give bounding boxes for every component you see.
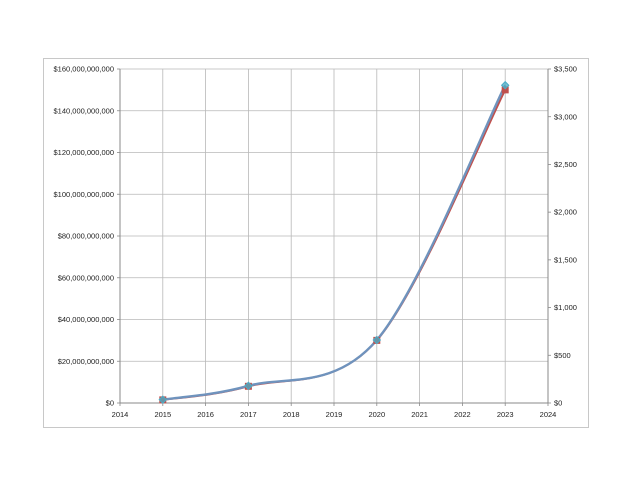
left-tick-label: $160,000,000,000 [54, 65, 114, 74]
right-tick-label: $3,500 [554, 65, 577, 74]
series-2-point [244, 381, 253, 391]
x-axis-tick-labels: 2014 2015 2016 2017 2018 2019 2020 2021 2022 2023… [112, 410, 557, 419]
x-tick-label: 2016 [197, 410, 214, 419]
series-2-point [500, 80, 510, 90]
x-tick-label: 2014 [112, 410, 129, 419]
left-tick-label: $60,000,000,000 [58, 273, 114, 282]
series-2-line [162, 84, 507, 401]
left-axis-tick-labels: $0 $20,000,000,000 $40,000,000,000 $60,000,… [54, 65, 114, 408]
right-tick-label: $500 [554, 351, 571, 360]
right-tick-label: $1,000 [554, 303, 577, 312]
x-tick-label: 2017 [240, 410, 257, 419]
left-tick-label: $120,000,000,000 [54, 148, 114, 157]
x-tick-label: 2024 [540, 410, 557, 419]
axes [117, 68, 551, 406]
right-tick-label: $2,500 [554, 160, 577, 169]
right-tick-label: $1,500 [554, 255, 577, 264]
left-tick-label: $20,000,000,000 [58, 357, 114, 366]
x-tick-label: 2020 [368, 410, 385, 419]
series-layer [158, 80, 510, 404]
x-tick-label: 2023 [497, 410, 514, 419]
right-tick-label: $2,000 [554, 208, 577, 217]
left-tick-label: $40,000,000,000 [58, 315, 114, 324]
chart-svg: $0 $20,000,000,000 $40,000,000,000 $60,000,… [54, 65, 577, 419]
x-tick-label: 2019 [326, 410, 343, 419]
left-tick-label: $0 [106, 399, 114, 408]
right-tick-label: $0 [554, 399, 562, 408]
series-2-point [158, 395, 168, 404]
chart-frame: $0 $20,000,000,000 $40,000,000,000 $60,000,… [43, 58, 589, 428]
series-2-point [372, 335, 382, 345]
x-tick-label: 2018 [283, 410, 300, 419]
right-axis-tick-labels: $0 $500 $1,000 $1,500 $2,000 $2,500 $3,000 $3,5… [554, 65, 577, 408]
left-tick-label: $100,000,000,000 [54, 190, 114, 199]
left-tick-label: $80,000,000,000 [58, 232, 114, 241]
left-tick-label: $140,000,000,000 [54, 106, 114, 115]
x-tick-label: 2015 [154, 410, 171, 419]
right-tick-label: $3,000 [554, 112, 577, 121]
x-tick-label: 2021 [411, 410, 428, 419]
x-tick-label: 2022 [454, 410, 471, 419]
